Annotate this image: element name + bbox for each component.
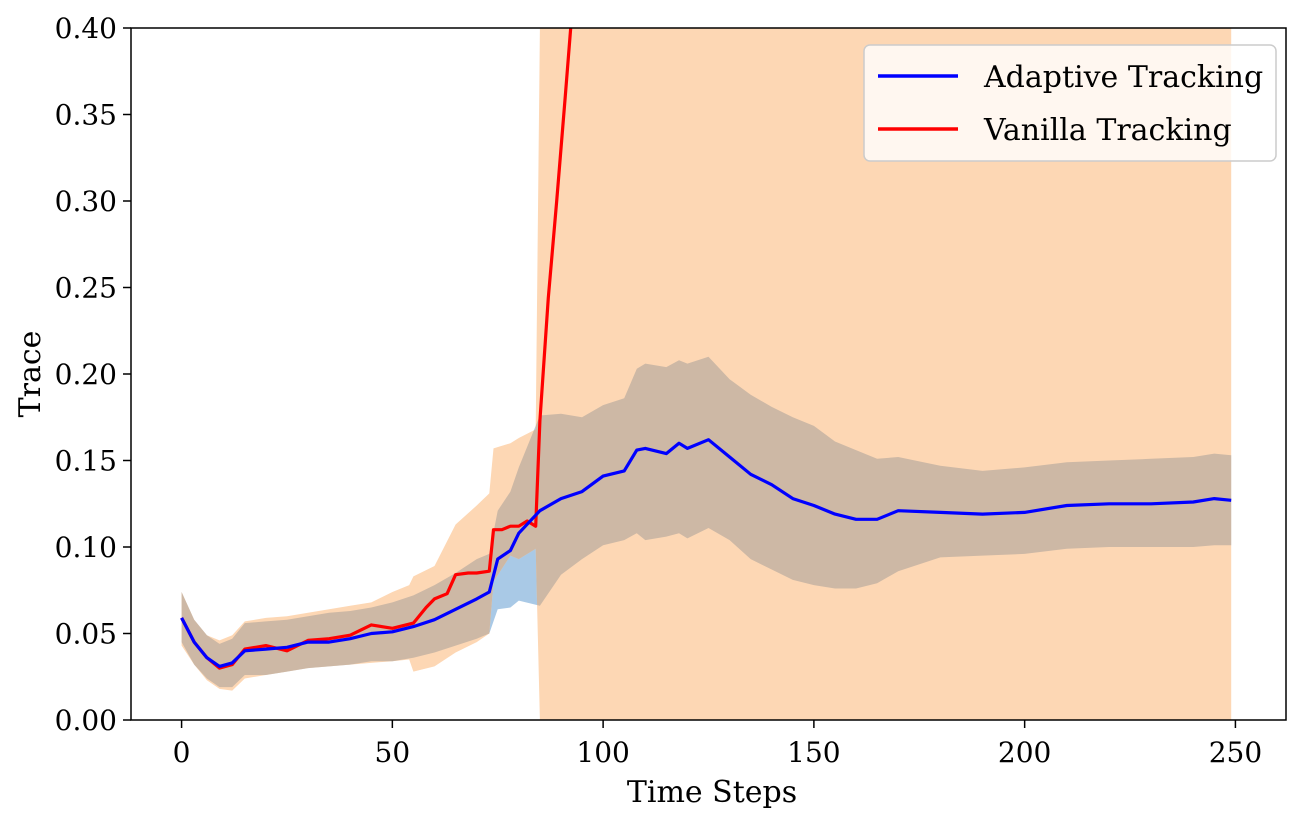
series-lines xyxy=(180,27,1232,670)
y-tick-label: 0.15 xyxy=(55,445,117,478)
x-axis: 0 50 100 150 200 250 xyxy=(173,720,1262,769)
y-tick-label: 0.05 xyxy=(55,618,117,651)
x-axis-label: Time Steps xyxy=(627,775,797,810)
x-tick-label: 0 xyxy=(173,736,191,769)
line-vanilla-tracking xyxy=(180,27,573,670)
y-tick-label: 0.00 xyxy=(55,704,117,737)
x-tick-label: 150 xyxy=(787,736,840,769)
y-tick-label: 0.20 xyxy=(55,358,117,391)
x-tick-label: 200 xyxy=(998,736,1051,769)
band-overlap xyxy=(181,356,1232,688)
legend: Adaptive Tracking Vanilla Tracking xyxy=(863,44,1277,162)
x-tick-label: 50 xyxy=(375,736,411,769)
legend-box xyxy=(863,44,1277,162)
legend-label-adaptive: Adaptive Tracking xyxy=(983,60,1263,95)
x-tick-label: 250 xyxy=(1209,736,1262,769)
line-adaptive-tracking xyxy=(180,438,1232,668)
y-axis-label: Trace xyxy=(13,331,48,418)
y-tick-label: 0.10 xyxy=(55,531,117,564)
y-tick-label: 0.40 xyxy=(55,12,117,45)
x-tick-label: 100 xyxy=(576,736,629,769)
y-tick-label: 0.25 xyxy=(55,272,117,305)
confidence-bands xyxy=(181,28,1232,720)
y-axis: 0.00 0.05 0.10 0.15 0.20 0.25 0.30 0.35 0.40 xyxy=(55,12,131,737)
legend-label-vanilla: Vanilla Tracking xyxy=(983,113,1232,148)
y-tick-label: 0.30 xyxy=(55,185,117,218)
y-tick-label: 0.35 xyxy=(55,99,117,132)
